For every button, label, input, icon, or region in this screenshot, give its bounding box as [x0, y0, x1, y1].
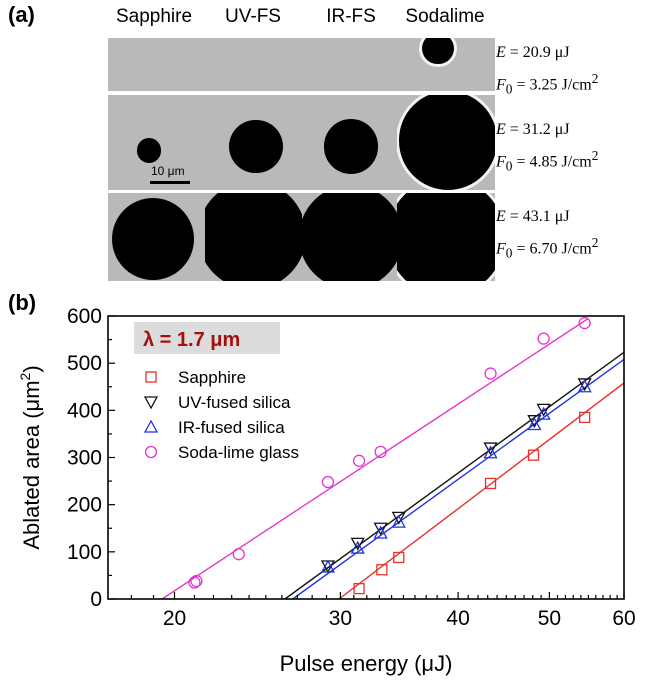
fluence-symbol: F — [496, 240, 506, 257]
energy-value: = 20.9 μJ — [506, 44, 570, 61]
y-axis-label-sup: 2 — [17, 372, 33, 380]
wavelength-label: λ = 1.7 μm — [143, 329, 240, 351]
condition-row-3: E = 43.1 μJ F0 = 6.70 J/cm2 — [496, 204, 598, 267]
ablation-spot — [229, 120, 282, 173]
data-point — [354, 584, 364, 594]
data-point — [322, 477, 333, 488]
micrograph-tile — [205, 193, 303, 281]
ablated-area-chart: 20 30 40 50 60 Pulse energy (μJ) 0 100 200 300 400… — [0, 290, 649, 681]
energy-symbol: E — [496, 208, 506, 225]
y-tick-label: 400 — [67, 399, 102, 422]
x-tick-label: 20 — [163, 607, 186, 630]
data-point — [580, 412, 590, 422]
scale-bar — [150, 181, 190, 184]
y-axis-label: Ablated area (μm2) — [17, 365, 44, 549]
fluence-unit-sup: 2 — [592, 71, 599, 86]
ablation-spot — [422, 38, 453, 64]
fit-line-uv-fused-silica — [285, 352, 624, 599]
fit-line-ir-fused-silica — [293, 359, 624, 599]
y-tick-label: 100 — [67, 541, 102, 564]
x-tick-label: 40 — [446, 607, 469, 630]
micrograph-tile — [302, 38, 400, 91]
legend-entry: Soda-lime glass — [178, 443, 299, 462]
y-axis-label-main: Ablated area (μm — [19, 380, 44, 549]
micrograph-tile — [397, 38, 495, 91]
energy-value: = 43.1 μJ — [506, 208, 570, 225]
micrograph-tile — [205, 95, 303, 190]
fluence-value: = 6.70 J/cm — [512, 240, 591, 257]
micrograph-tile — [302, 95, 400, 190]
y-tick-label: 500 — [67, 352, 102, 375]
data-point — [485, 368, 496, 379]
legend: λ = 1.7 μm Sapphire UV-fused silica IR-fuse… — [134, 322, 299, 462]
x-tick-label: 50 — [538, 607, 561, 630]
legend-marker — [145, 421, 157, 432]
ablation-spot — [397, 193, 495, 281]
fluence-symbol: F — [496, 153, 506, 170]
micrograph-tile — [397, 193, 495, 281]
ablation-spot — [112, 198, 195, 281]
ablation-spot — [324, 119, 378, 173]
y-tick-label: 600 — [67, 305, 102, 328]
legend-marker — [145, 397, 157, 408]
x-tick-label: 30 — [329, 607, 352, 630]
fluence-unit-sup: 2 — [592, 235, 599, 250]
legend-entry: Sapphire — [178, 368, 246, 387]
micrograph-tile — [205, 38, 303, 91]
column-header-sodalime: Sodalime — [395, 6, 495, 28]
legend-marker — [146, 447, 157, 458]
column-header-uv-fs: UV-FS — [203, 6, 303, 28]
condition-row-1: E = 20.9 μJ F0 = 3.25 J/cm2 — [496, 40, 598, 103]
x-axis: 20 30 40 50 60 Pulse energy (μJ) — [131, 592, 635, 676]
x-tick-label: 60 — [612, 607, 635, 630]
condition-row-2: E = 31.2 μJ F0 = 4.85 J/cm2 — [496, 117, 598, 180]
data-point — [538, 333, 549, 344]
y-axis-label-tail: ) — [19, 365, 44, 372]
fluence-symbol: F — [496, 76, 506, 93]
fluence-value: = 3.25 J/cm — [512, 76, 591, 93]
energy-symbol: E — [496, 121, 506, 138]
micrograph-tile — [108, 38, 206, 91]
fit-line-sapphire — [339, 383, 624, 599]
y-tick-label: 0 — [90, 588, 102, 611]
fluence-unit-sup: 2 — [592, 148, 599, 163]
panel-a-label: (a) — [8, 2, 35, 28]
fluence-value: = 4.85 J/cm — [512, 153, 591, 170]
micrograph-tile — [302, 193, 400, 281]
y-axis: 0 100 200 300 400 500 600 Ablated area (μm2) — [17, 305, 115, 611]
legend-entry: UV-fused silica — [178, 393, 291, 412]
ablation-spot — [137, 138, 162, 163]
data-point — [233, 549, 244, 560]
scale-bar-label: 10 μm — [151, 164, 185, 178]
ablation-spot — [302, 193, 400, 281]
y-tick-label: 200 — [67, 494, 102, 517]
y-tick-label: 300 — [67, 447, 102, 470]
column-header-sapphire: Sapphire — [104, 6, 204, 28]
energy-symbol: E — [496, 44, 506, 61]
energy-value: = 31.2 μJ — [506, 121, 570, 138]
micrograph-tile — [397, 95, 495, 190]
ablation-spot — [205, 193, 303, 281]
legend-entry: IR-fused silica — [178, 418, 285, 437]
legend-marker — [146, 372, 156, 382]
column-header-ir-fs: IR-FS — [301, 6, 401, 28]
micrograph-tile — [108, 193, 206, 281]
x-axis-label: Pulse energy (μJ) — [280, 651, 453, 676]
data-point — [354, 455, 365, 466]
ablation-spot — [399, 95, 495, 190]
